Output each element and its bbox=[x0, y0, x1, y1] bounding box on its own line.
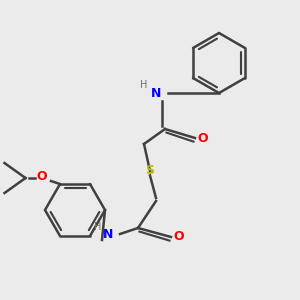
Text: O: O bbox=[173, 230, 184, 244]
Text: N: N bbox=[103, 227, 113, 241]
Text: O: O bbox=[197, 131, 208, 145]
Text: H: H bbox=[94, 221, 101, 232]
Text: N: N bbox=[151, 86, 161, 100]
Text: S: S bbox=[146, 164, 154, 178]
Text: O: O bbox=[37, 170, 47, 183]
Text: H: H bbox=[140, 80, 148, 91]
